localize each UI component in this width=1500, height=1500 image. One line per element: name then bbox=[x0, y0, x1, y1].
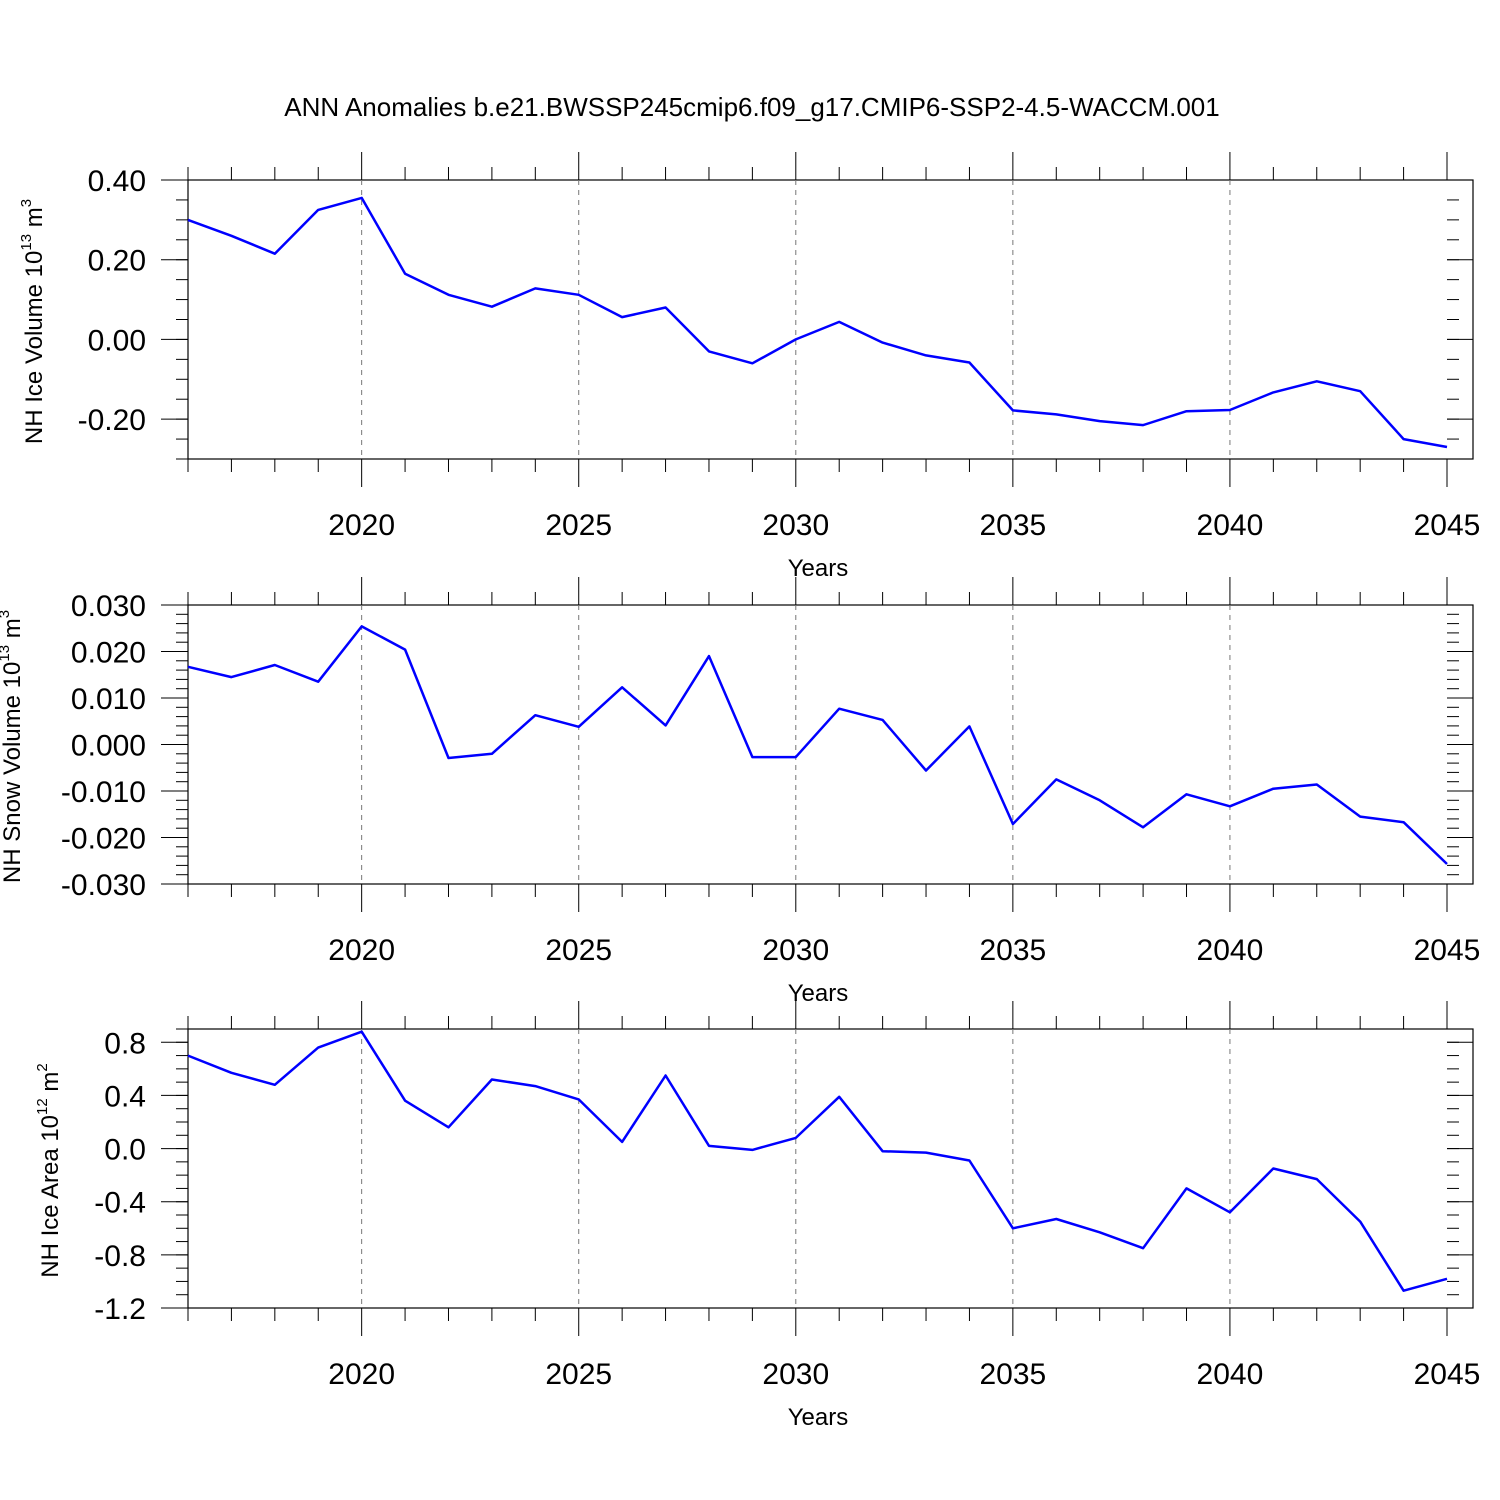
y-tick-label: 0.20 bbox=[88, 245, 146, 278]
x-tick-label: 2030 bbox=[762, 934, 829, 967]
x-tick-label: 2045 bbox=[1414, 509, 1481, 542]
y-tick-labels: 0.8 0.4 0.0 -0.4 -0.8 -1.2 bbox=[94, 1027, 146, 1326]
x-tick-label: 2045 bbox=[1414, 934, 1481, 967]
y-tick-labels: 0.030 0.020 0.010 0.000 -0.010 -0.020 -0.030 bbox=[61, 590, 146, 902]
y-axis-title-unit-exponent: 2 bbox=[34, 1063, 51, 1071]
y-tick-label: -0.010 bbox=[61, 776, 146, 809]
x-tick-labels: 2020 2025 2030 2035 2040 2045 bbox=[328, 934, 1480, 967]
y-tick-label: -0.4 bbox=[94, 1187, 146, 1220]
axis-ticks bbox=[161, 577, 1473, 912]
y-axis-title-unit-exponent: 3 bbox=[18, 199, 35, 207]
y-tick-label: 0.020 bbox=[71, 637, 146, 670]
y-axis-title-unit: m bbox=[0, 618, 26, 645]
vertical-grid bbox=[361, 1029, 1231, 1308]
x-tick-label: 2040 bbox=[1197, 509, 1264, 542]
y-axis-title-unit: m bbox=[21, 207, 48, 234]
plot-frame bbox=[187, 1028, 1474, 1309]
ice-area-panel: 0.80.40.0-0.4-0.8-1.2 2020 2025 2030 2035 20… bbox=[34, 1001, 1480, 1431]
y-axis-title-main: NH Ice Area 10 bbox=[37, 1115, 64, 1278]
series-line bbox=[187, 196, 1448, 449]
x-tick-label: 2020 bbox=[328, 509, 395, 542]
y-tick-label: -1.2 bbox=[94, 1293, 146, 1326]
axis-ticks bbox=[161, 1001, 1473, 1336]
x-axis-title: Years bbox=[788, 1404, 849, 1431]
y-axis-title: NH Snow Volume 1013 m3 bbox=[0, 610, 26, 883]
x-tick-labels: 2020 2025 2030 2035 2040 2045 bbox=[328, 1358, 1480, 1391]
series-group bbox=[187, 625, 1448, 865]
x-tick-label: 2035 bbox=[979, 1358, 1046, 1391]
y-tick-label: 0.40 bbox=[88, 165, 146, 198]
series-group bbox=[187, 1030, 1448, 1292]
y-tick-label: 0.010 bbox=[71, 683, 146, 716]
x-tick-label: 2025 bbox=[545, 509, 612, 542]
x-tick-label: 2020 bbox=[328, 934, 395, 967]
x-axis-title: Years bbox=[788, 555, 849, 582]
y-axis-title-unit-exponent: 3 bbox=[0, 610, 13, 618]
y-tick-label: 0.00 bbox=[88, 324, 146, 357]
y-tick-label: 0.000 bbox=[71, 730, 146, 763]
y-axis-title-main: NH Snow Volume 10 bbox=[0, 662, 26, 883]
ice-volume-panel: 0.400.200.00-0.20 2020 2025 2030 2035 2040 20… bbox=[18, 152, 1480, 582]
series-group bbox=[187, 196, 1448, 449]
chart-title: ANN Anomalies b.e21.BWSSP245cmip6.f09_g1… bbox=[284, 92, 1219, 122]
y-tick-label: -0.020 bbox=[61, 823, 146, 856]
x-tick-label: 2030 bbox=[762, 509, 829, 542]
vertical-grid bbox=[361, 180, 1231, 459]
y-tick-label: -0.20 bbox=[78, 404, 146, 437]
axis-ticks bbox=[161, 152, 1473, 487]
x-tick-label: 2025 bbox=[545, 1358, 612, 1391]
y-axis-title-exponent: 12 bbox=[34, 1098, 51, 1115]
y-axis-title-main: NH Ice Volume 10 bbox=[21, 251, 48, 444]
y-axis-title: NH Ice Volume 1013 m3 bbox=[18, 199, 48, 444]
y-tick-label: 0.0 bbox=[104, 1134, 146, 1167]
y-tick-label: 0.4 bbox=[104, 1080, 146, 1113]
y-tick-label: -0.8 bbox=[94, 1240, 146, 1273]
snow-volume-panel: 0.030 0.020 0.010 0.000 -0.010 -0.020 -0.030 2… bbox=[0, 577, 1480, 1007]
series-line bbox=[187, 1030, 1448, 1292]
plot-frame bbox=[187, 179, 1474, 460]
x-tick-label: 2040 bbox=[1197, 934, 1264, 967]
vertical-grid bbox=[361, 605, 1231, 884]
x-tick-label: 2030 bbox=[762, 1358, 829, 1391]
x-tick-labels: 2020 2025 2030 2035 2040 2045 bbox=[328, 509, 1480, 542]
x-tick-label: 2035 bbox=[979, 509, 1046, 542]
y-axis-title: NH Ice Area 1012 m2 bbox=[34, 1063, 64, 1277]
y-tick-label: -0.030 bbox=[61, 869, 146, 902]
y-axis-title-exponent: 13 bbox=[0, 645, 13, 662]
x-tick-label: 2020 bbox=[328, 1358, 395, 1391]
y-tick-label: 0.8 bbox=[104, 1027, 146, 1060]
x-tick-label: 2025 bbox=[545, 934, 612, 967]
plot-frame bbox=[187, 604, 1474, 885]
x-axis-title: Years bbox=[788, 980, 849, 1007]
y-tick-labels: 0.40 0.20 0.00 -0.20 bbox=[78, 165, 146, 437]
x-tick-label: 2045 bbox=[1414, 1358, 1481, 1391]
y-axis-title-exponent: 13 bbox=[18, 234, 35, 251]
series-line bbox=[187, 625, 1448, 865]
x-tick-label: 2035 bbox=[979, 934, 1046, 967]
y-tick-label: 0.030 bbox=[71, 590, 146, 623]
y-axis-title-unit: m bbox=[37, 1072, 64, 1099]
x-tick-label: 2040 bbox=[1197, 1358, 1264, 1391]
